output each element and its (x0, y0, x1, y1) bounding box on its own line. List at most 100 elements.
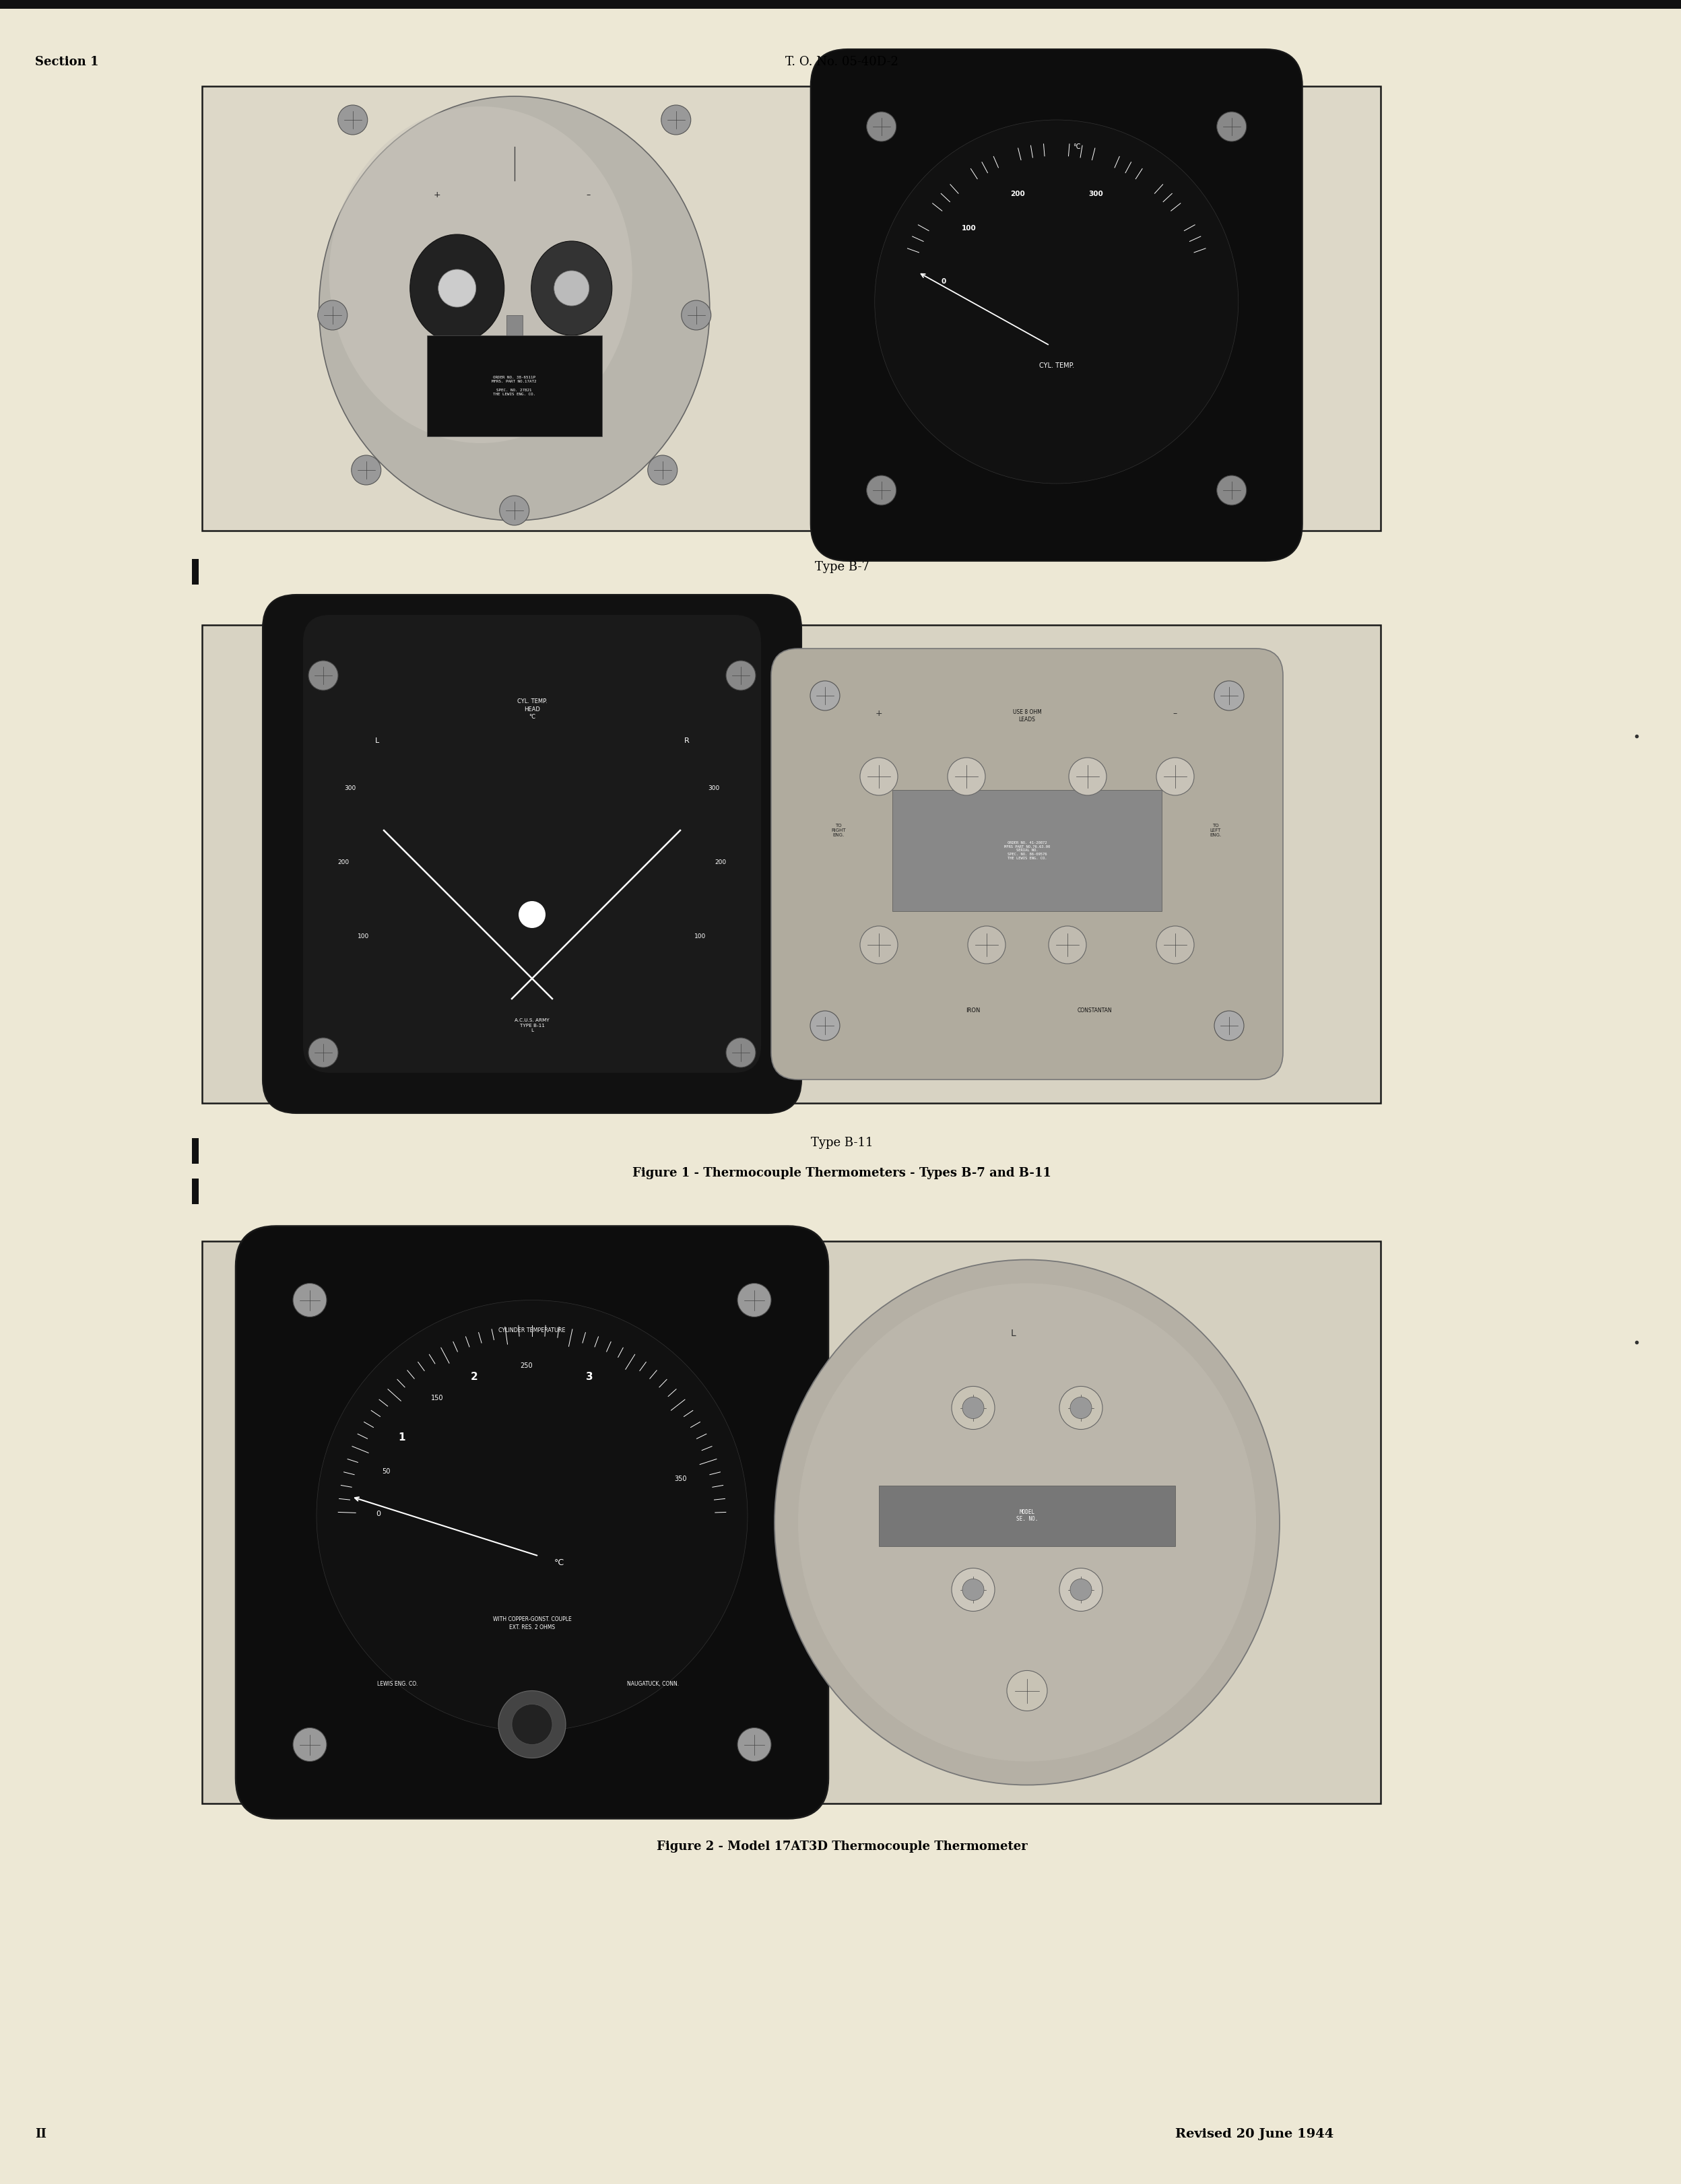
Circle shape (963, 1579, 983, 1601)
Bar (192, 1138, 198, 1164)
Text: 200: 200 (338, 858, 350, 865)
Text: 3: 3 (587, 1372, 593, 1382)
Text: Type B-11: Type B-11 (810, 1138, 872, 1149)
Text: 250: 250 (521, 1363, 533, 1369)
FancyBboxPatch shape (772, 649, 1283, 1079)
Text: 50: 50 (382, 1468, 390, 1474)
Text: –: – (587, 190, 590, 199)
Text: +: + (876, 710, 883, 719)
Circle shape (1217, 111, 1246, 142)
Text: 100: 100 (962, 225, 977, 232)
Bar (192, 559, 198, 585)
Circle shape (499, 496, 530, 526)
FancyBboxPatch shape (810, 50, 1303, 561)
Circle shape (338, 105, 368, 135)
Text: IRON: IRON (967, 1007, 980, 1013)
Text: CONSTANTAN: CONSTANTAN (1078, 1007, 1111, 1013)
Circle shape (439, 269, 476, 308)
Text: CYLINDER TEMPERATURE: CYLINDER TEMPERATURE (499, 1328, 565, 1334)
Text: 0: 0 (941, 277, 946, 286)
Text: L: L (1010, 1330, 1017, 1339)
Circle shape (1157, 926, 1194, 963)
Circle shape (1071, 1579, 1091, 1601)
Text: Type B-7: Type B-7 (815, 561, 869, 572)
Ellipse shape (775, 1260, 1279, 1784)
FancyBboxPatch shape (235, 1225, 829, 1819)
Circle shape (1049, 926, 1086, 963)
FancyBboxPatch shape (262, 594, 802, 1114)
Circle shape (738, 1728, 772, 1762)
Circle shape (1069, 758, 1106, 795)
Circle shape (647, 454, 677, 485)
Circle shape (318, 301, 348, 330)
Circle shape (867, 476, 896, 505)
Circle shape (963, 1398, 983, 1420)
Ellipse shape (329, 107, 632, 443)
Circle shape (861, 926, 898, 963)
Text: 350: 350 (674, 1476, 686, 1483)
FancyBboxPatch shape (303, 616, 761, 1072)
Ellipse shape (798, 1284, 1256, 1762)
Bar (202, 85, 1380, 531)
Circle shape (292, 1284, 326, 1317)
Circle shape (308, 1037, 338, 1068)
Circle shape (948, 758, 985, 795)
Circle shape (1007, 1671, 1047, 1710)
Bar (427, 336, 602, 437)
Text: TO
LEFT
ENG.: TO LEFT ENG. (1210, 823, 1222, 836)
Text: R: R (684, 738, 689, 745)
Text: 300: 300 (1088, 190, 1103, 197)
Text: °C: °C (1072, 144, 1081, 151)
Circle shape (1071, 1398, 1091, 1420)
Circle shape (1059, 1568, 1103, 1612)
Text: 2: 2 (471, 1372, 477, 1382)
Text: 150: 150 (432, 1396, 444, 1402)
Circle shape (968, 926, 1005, 963)
Circle shape (726, 1037, 756, 1068)
Text: ORDER NO. 41-20872
MFRS PART NO.76.63.00
SERIAL NO.
SPEC. NO. 86-09576
THE LEWIS: ORDER NO. 41-20872 MFRS PART NO.76.63.00… (1004, 841, 1051, 860)
Circle shape (810, 1011, 840, 1040)
Text: 1: 1 (398, 1433, 405, 1444)
Text: WITH COPPER-GONST. COUPLE
EXT. RES. 2 OHMS: WITH COPPER-GONST. COUPLE EXT. RES. 2 OH… (493, 1616, 572, 1629)
Text: Revised 20 June 1944: Revised 20 June 1944 (1175, 2127, 1333, 2140)
Text: –: – (1173, 710, 1177, 719)
Text: L: L (375, 738, 380, 745)
Circle shape (867, 111, 896, 142)
Circle shape (951, 1568, 995, 1612)
Circle shape (726, 660, 756, 690)
Circle shape (661, 105, 691, 135)
Text: 100: 100 (358, 933, 370, 939)
Circle shape (951, 1387, 995, 1428)
Circle shape (681, 301, 711, 330)
Text: +: + (434, 190, 440, 199)
Circle shape (861, 758, 898, 795)
Bar (192, 1179, 198, 1203)
Text: 200: 200 (1010, 190, 1025, 197)
Circle shape (738, 1284, 772, 1317)
Circle shape (1214, 1011, 1244, 1040)
Text: 100: 100 (694, 933, 706, 939)
Bar (893, 791, 1162, 911)
Text: CYL. TEMP.
HEAD
°C: CYL. TEMP. HEAD °C (518, 699, 546, 721)
Ellipse shape (410, 234, 504, 343)
Text: CYL. TEMP.: CYL. TEMP. (1039, 363, 1074, 369)
Circle shape (351, 454, 382, 485)
Circle shape (1217, 476, 1246, 505)
Circle shape (518, 902, 546, 928)
Text: MODEL
SE. NO.: MODEL SE. NO. (1015, 1509, 1037, 1522)
Text: °C: °C (555, 1559, 565, 1568)
Text: Figure 2 - Model 17AT3D Thermocouple Thermometer: Figure 2 - Model 17AT3D Thermocouple The… (656, 1841, 1027, 1852)
Text: II: II (35, 2127, 47, 2140)
Circle shape (1157, 758, 1194, 795)
Bar (0, 0, 1681, 9)
Text: 200: 200 (714, 858, 726, 865)
Text: 300: 300 (345, 786, 356, 791)
Ellipse shape (531, 240, 612, 336)
Bar (506, 314, 523, 349)
Circle shape (874, 120, 1239, 483)
Text: LEWIS ENG. CO.: LEWIS ENG. CO. (377, 1682, 417, 1686)
Circle shape (1059, 1387, 1103, 1428)
Text: ORDER NO. 38-6511P
MFRS. PART NO.17AT2

SPEC. NO. 27821
THE LEWIS ENG. CO.: ORDER NO. 38-6511P MFRS. PART NO.17AT2 S… (493, 376, 536, 395)
Text: USE 8 OHM
LEADS: USE 8 OHM LEADS (1012, 710, 1042, 723)
Circle shape (810, 681, 840, 710)
